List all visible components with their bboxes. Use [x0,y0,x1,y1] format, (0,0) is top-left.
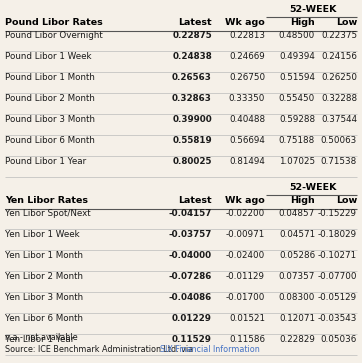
Text: 0.80025: 0.80025 [173,157,212,166]
Text: 0.48500: 0.48500 [279,31,315,40]
Text: 0.01521: 0.01521 [229,314,265,323]
Text: 0.81494: 0.81494 [229,157,265,166]
Text: Pound Libor 2 Month: Pound Libor 2 Month [5,94,95,103]
Text: 0.55450: 0.55450 [279,94,315,103]
Text: Latest: Latest [178,196,212,205]
Text: 0.33350: 0.33350 [229,94,265,103]
Text: 0.22813: 0.22813 [229,31,265,40]
Text: -0.04086: -0.04086 [169,293,212,302]
Text: 0.59288: 0.59288 [279,115,315,124]
Text: 0.22875: 0.22875 [172,31,212,40]
Text: Pound Libor 1 Week: Pound Libor 1 Week [5,52,92,61]
Text: -0.04000: -0.04000 [169,251,212,260]
Text: Low: Low [336,196,357,205]
Text: High: High [290,18,315,27]
Text: Yen Libor 2 Month: Yen Libor 2 Month [5,272,83,281]
Text: Latest: Latest [178,18,212,27]
Text: 0.11529: 0.11529 [172,335,212,344]
Text: 0.05286: 0.05286 [279,251,315,260]
Text: Yen Libor 1 Month: Yen Libor 1 Month [5,251,83,260]
Text: 0.75188: 0.75188 [279,136,315,145]
Text: 0.26750: 0.26750 [229,73,265,82]
Text: 0.26250: 0.26250 [321,73,357,82]
Text: 52-WEEK: 52-WEEK [289,183,336,192]
Text: -0.02200: -0.02200 [226,209,265,218]
Text: 0.56694: 0.56694 [229,136,265,145]
Text: 0.22375: 0.22375 [321,31,357,40]
Text: 0.71538: 0.71538 [321,157,357,166]
Text: 0.07357: 0.07357 [279,272,315,281]
Text: 0.24156: 0.24156 [321,52,357,61]
Text: 0.01229: 0.01229 [172,314,212,323]
Text: High: High [290,196,315,205]
Text: Wk ago: Wk ago [225,18,265,27]
Text: 0.24669: 0.24669 [229,52,265,61]
Text: 0.04857: 0.04857 [279,209,315,218]
Text: Wk ago: Wk ago [225,196,265,205]
Text: -0.18029: -0.18029 [318,230,357,239]
Text: Yen Libor Rates: Yen Libor Rates [5,196,88,205]
Text: -0.10271: -0.10271 [318,251,357,260]
Text: Low: Low [336,18,357,27]
Text: 1.07025: 1.07025 [279,157,315,166]
Text: 0.51594: 0.51594 [279,73,315,82]
Text: -0.02400: -0.02400 [226,251,265,260]
Text: -0.04157: -0.04157 [169,209,212,218]
Text: 0.32288: 0.32288 [321,94,357,103]
Text: 0.49394: 0.49394 [279,52,315,61]
Text: Yen Libor Spot/Next: Yen Libor Spot/Next [5,209,90,218]
Text: 0.50063: 0.50063 [321,136,357,145]
Text: 0.11586: 0.11586 [229,335,265,344]
Text: 0.22829: 0.22829 [279,335,315,344]
Text: -0.00971: -0.00971 [226,230,265,239]
Text: n.a.- not available: n.a.- not available [5,333,77,342]
Text: 0.26563: 0.26563 [172,73,212,82]
Text: -0.15229: -0.15229 [318,209,357,218]
Text: 0.05036: 0.05036 [321,335,357,344]
Text: -0.07700: -0.07700 [317,272,357,281]
Text: -0.07286: -0.07286 [169,272,212,281]
Text: 0.39900: 0.39900 [172,115,212,124]
Text: Source: ICE Benchmark Administration Ltd. via: Source: ICE Benchmark Administration Ltd… [5,345,195,354]
Text: 0.55819: 0.55819 [172,136,212,145]
Text: -0.01700: -0.01700 [226,293,265,302]
Text: Yen Libor 6 Month: Yen Libor 6 Month [5,314,83,323]
Text: Pound Libor 3 Month: Pound Libor 3 Month [5,115,95,124]
Text: SIX Financial Information: SIX Financial Information [160,345,260,354]
Text: Pound Libor Overnight: Pound Libor Overnight [5,31,103,40]
Text: Pound Libor 1 Month: Pound Libor 1 Month [5,73,95,82]
Text: 0.37544: 0.37544 [321,115,357,124]
Text: -0.03757: -0.03757 [169,230,212,239]
Text: 0.12071: 0.12071 [279,314,315,323]
Text: 0.08300: 0.08300 [279,293,315,302]
Text: 52-WEEK: 52-WEEK [289,5,336,14]
Text: 0.40488: 0.40488 [229,115,265,124]
Text: 0.24838: 0.24838 [172,52,212,61]
Text: -0.01129: -0.01129 [226,272,265,281]
Text: Yen Libor 3 Month: Yen Libor 3 Month [5,293,83,302]
Text: Yen Libor 1 Week: Yen Libor 1 Week [5,230,80,239]
Text: Pound Libor 1 Year: Pound Libor 1 Year [5,157,86,166]
Text: Yen Libor 1 Year: Yen Libor 1 Year [5,335,74,344]
Text: 0.04571: 0.04571 [279,230,315,239]
Text: -0.05129: -0.05129 [318,293,357,302]
Text: 0.32863: 0.32863 [172,94,212,103]
Text: Pound Libor 6 Month: Pound Libor 6 Month [5,136,95,145]
Text: -0.03543: -0.03543 [317,314,357,323]
Text: Pound Libor Rates: Pound Libor Rates [5,18,103,27]
